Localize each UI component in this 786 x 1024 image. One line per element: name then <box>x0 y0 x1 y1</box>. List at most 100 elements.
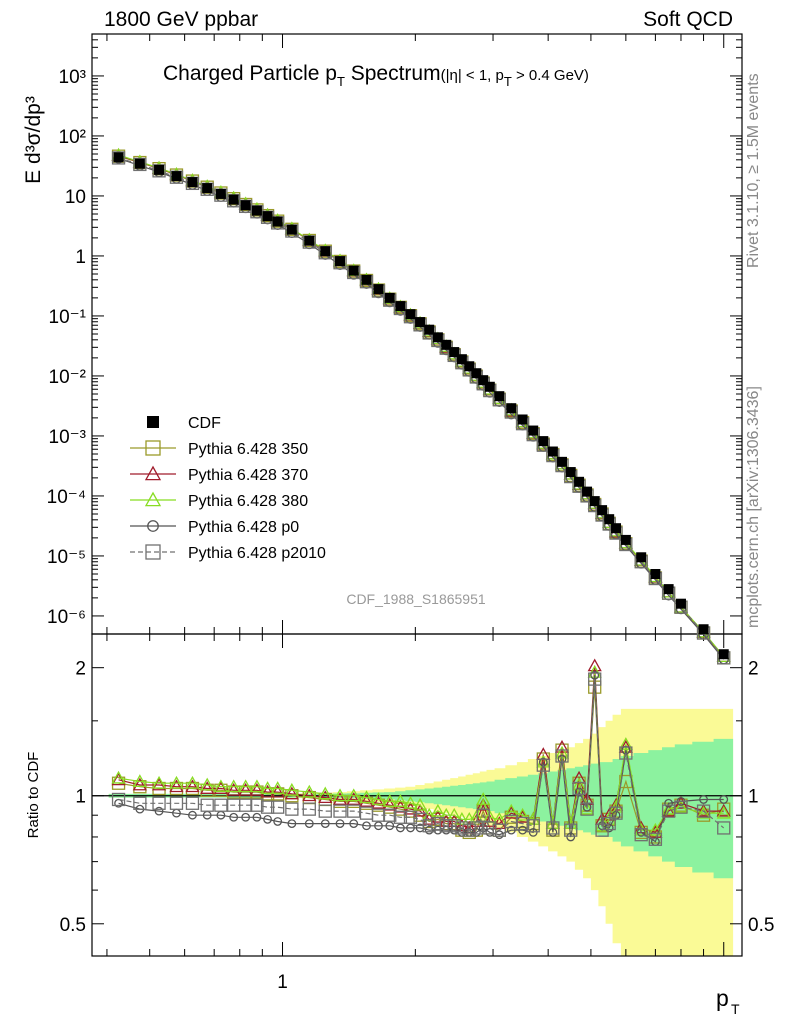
ratio-point <box>483 821 497 835</box>
data-point <box>113 152 124 163</box>
legend-label: Pythia 6.428 p2010 <box>188 545 326 562</box>
data-point <box>251 205 262 216</box>
ratio-point <box>673 799 689 813</box>
legend-marker <box>145 544 161 560</box>
data-point <box>506 403 517 414</box>
ratio-y-tick-label-right: 0.5 <box>748 915 774 936</box>
ratio-point <box>580 802 594 816</box>
ratio-point <box>200 781 215 794</box>
data-point <box>240 200 251 211</box>
ratio-point <box>382 797 397 811</box>
ratio-point <box>302 788 317 802</box>
ratio-point <box>270 781 285 794</box>
data-point <box>611 523 622 534</box>
ratio-point <box>188 810 197 820</box>
ratio-point <box>716 805 731 819</box>
ratio-point <box>229 812 239 822</box>
y-tick-label: 10⁻⁴ <box>47 487 86 508</box>
ratio-point <box>412 797 428 811</box>
data-point <box>636 552 647 563</box>
ratio-point <box>320 819 330 828</box>
header-right-label: Soft QCD <box>643 8 733 31</box>
data-point <box>620 534 631 545</box>
legend-label: Pythia 6.428 350 <box>188 441 308 458</box>
data-point <box>517 414 528 425</box>
ratio-point <box>422 819 436 833</box>
x-tick-label: 1 <box>277 972 288 993</box>
ratio-point <box>287 819 297 828</box>
ratio-point <box>619 746 633 760</box>
header-left-label: 1800 GeV ppbar <box>104 8 259 31</box>
data-point <box>272 216 283 227</box>
ratio-point <box>696 804 711 818</box>
data-point <box>202 183 213 194</box>
ratio-point <box>393 794 408 807</box>
ratio-point <box>347 804 361 818</box>
data-point <box>574 476 585 487</box>
ratio-point <box>648 832 663 846</box>
ratio-point <box>554 739 570 753</box>
data-point <box>152 164 166 178</box>
ratio-point <box>318 790 333 804</box>
ratio-point <box>362 821 371 831</box>
data-point <box>663 584 674 595</box>
data-point <box>675 598 686 609</box>
ratio-point <box>374 821 383 831</box>
ratio-point <box>661 801 676 815</box>
data-point <box>111 151 126 165</box>
data-point <box>449 347 460 358</box>
data-point <box>361 274 372 285</box>
ratio-point <box>454 818 469 832</box>
ratio-point <box>385 821 395 831</box>
ratio-point <box>447 819 461 833</box>
ratio-point <box>332 788 348 802</box>
ratio-point <box>263 814 272 824</box>
y-tick-label: 1 <box>75 247 86 268</box>
data-point <box>384 292 395 303</box>
legend-marker <box>147 520 159 532</box>
ratio-point <box>252 812 262 822</box>
ratio-point <box>332 792 348 805</box>
legend-marker <box>144 465 162 481</box>
ratio-point <box>260 784 275 798</box>
data-point <box>171 171 182 182</box>
ratio-point <box>349 819 359 828</box>
data-point <box>597 505 608 516</box>
ratio-point <box>471 827 481 837</box>
ratio-point <box>430 803 446 817</box>
ratio-point <box>133 796 147 810</box>
ratio-point <box>555 749 569 763</box>
data-point <box>547 446 558 457</box>
ratio-point <box>260 800 275 814</box>
y-tick-label: 10³ <box>59 67 86 88</box>
data-point <box>484 381 495 392</box>
ratio-point <box>439 819 453 833</box>
ratio-point <box>431 816 445 831</box>
ratio-point <box>132 774 147 787</box>
ratio-point <box>241 812 251 822</box>
ratio-point <box>506 825 516 835</box>
legend-label: Pythia 6.428 p0 <box>188 519 299 536</box>
data-point <box>424 324 435 335</box>
ratio-point <box>546 821 560 835</box>
legend-label: Pythia 6.428 370 <box>188 467 308 484</box>
data-point <box>604 514 615 525</box>
ratio-point <box>284 782 299 796</box>
data-point <box>464 361 475 372</box>
ratio-point <box>154 806 164 816</box>
ratio-point <box>462 823 476 837</box>
data-point <box>320 246 331 257</box>
ratio-point <box>557 754 567 764</box>
y-tick-label: 10⁻¹ <box>49 307 87 328</box>
ratio-point <box>169 779 184 793</box>
ratio-point <box>249 782 265 796</box>
data-point <box>432 332 443 343</box>
ratio-point <box>114 798 123 808</box>
y-tick-label: 10 <box>65 187 86 208</box>
ratio-point <box>371 795 386 809</box>
legend-label: Pythia 6.428 380 <box>188 493 308 510</box>
y-tick-label: 10² <box>59 127 86 148</box>
ratio-point <box>250 798 264 812</box>
data-point <box>650 569 661 579</box>
series-line <box>118 157 725 660</box>
